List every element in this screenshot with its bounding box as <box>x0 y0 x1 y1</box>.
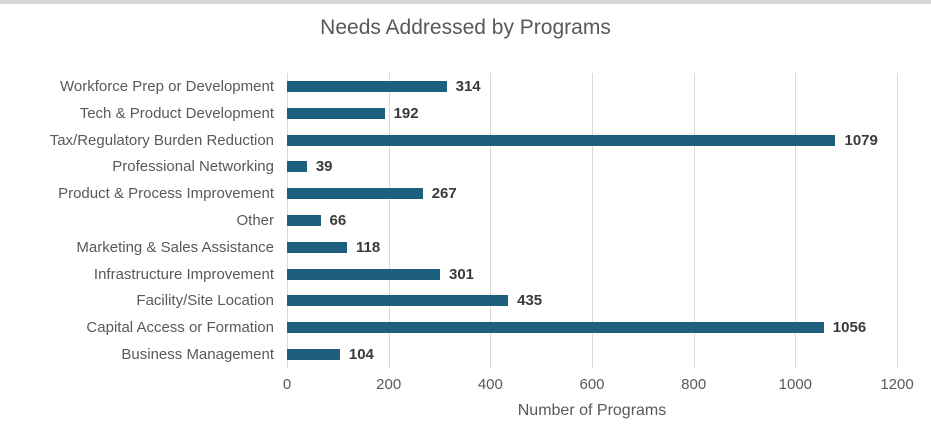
value-label: 39 <box>315 158 333 176</box>
chart-title: Needs Addressed by Programs <box>320 16 611 39</box>
bar-row: Other 66 <box>0 207 931 234</box>
gridline <box>897 73 898 368</box>
bar <box>287 107 385 119</box>
bar-cell: 1079 <box>287 127 897 154</box>
bar-cell: 118 <box>287 234 897 261</box>
category-label: Professional Networking <box>112 158 274 176</box>
bar-cell: 314 <box>287 73 897 100</box>
bar <box>287 214 321 226</box>
bar <box>287 134 836 146</box>
bar-rows: Workforce Prep or Development 314 Tech & P… <box>0 73 931 368</box>
bar-cell: 39 <box>287 153 897 180</box>
value-label: 66 <box>329 211 347 229</box>
bar-row: Capital Access or Formation 1056 <box>0 314 931 341</box>
bar <box>287 349 340 361</box>
bar <box>287 241 347 253</box>
bar-row: Facility/Site Location 435 <box>0 288 931 315</box>
bar <box>287 80 447 92</box>
bar-row: Marketing & Sales Assistance 118 <box>0 234 931 261</box>
bar <box>287 268 440 280</box>
gridline <box>693 73 695 368</box>
category-label: Product & Process Improvement <box>58 185 274 203</box>
value-label: 104 <box>348 346 374 364</box>
value-label: 267 <box>431 185 457 203</box>
value-label: 192 <box>393 104 419 122</box>
category-label: Tax/Regulatory Burden Reduction <box>49 131 274 149</box>
gridline <box>490 73 492 368</box>
category-label: Tech & Product Development <box>79 104 274 122</box>
gridline <box>388 73 390 368</box>
x-tick-label: 600 <box>579 376 605 393</box>
bar <box>287 188 423 200</box>
x-tick-label: 800 <box>681 376 707 393</box>
x-axis-ticks: 0 200 400 600 800 1000 1200 <box>283 376 914 394</box>
category-label: Marketing & Sales Assistance <box>76 238 274 256</box>
x-tick-label: 200 <box>376 376 402 393</box>
gridline <box>592 73 593 368</box>
gridline <box>795 73 797 368</box>
value-label: 1056 <box>832 319 867 337</box>
bar <box>287 322 824 334</box>
category-label: Other <box>236 211 274 229</box>
x-tick-label: 1200 <box>880 376 914 393</box>
bar-row: Tax/Regulatory Burden Reduction 1079 <box>0 127 931 154</box>
bar-row: Product & Process Improvement 267 <box>0 180 931 207</box>
top-border-line <box>0 0 931 4</box>
category-label: Business Management <box>121 346 274 364</box>
bar-cell: 301 <box>287 261 897 288</box>
bar-cell: 66 <box>287 207 897 234</box>
value-label: 314 <box>455 77 481 95</box>
category-label: Infrastructure Improvement <box>93 265 274 283</box>
bar-row: Tech & Product Development 192 <box>0 100 931 127</box>
x-tick-label: 400 <box>477 376 503 393</box>
category-label: Capital Access or Formation <box>86 319 274 337</box>
bar-cell: 192 <box>287 100 897 127</box>
bar <box>287 161 307 173</box>
bar-cell: 1056 <box>287 314 897 341</box>
category-label: Workforce Prep or Development <box>60 77 274 95</box>
bar-cell: 435 <box>287 288 897 315</box>
bar-row: Professional Networking 39 <box>0 153 931 180</box>
bar-cell: 267 <box>287 180 897 207</box>
category-label: Facility/Site Location <box>136 292 274 310</box>
value-label: 118 <box>355 238 381 256</box>
x-axis-title: Number of Programs <box>517 402 667 419</box>
bar-row: Workforce Prep or Development 314 <box>0 73 931 100</box>
bar-row: Infrastructure Improvement 301 <box>0 261 931 288</box>
value-label: 435 <box>517 292 543 310</box>
value-label: 301 <box>449 265 475 283</box>
bar-row: Business Management 104 <box>0 341 931 368</box>
x-tick-label: 1000 <box>778 376 813 393</box>
bar <box>287 295 509 307</box>
value-label: 1079 <box>844 131 878 149</box>
x-tick-label: 0 <box>282 376 292 393</box>
bar-cell: 104 <box>287 341 897 368</box>
